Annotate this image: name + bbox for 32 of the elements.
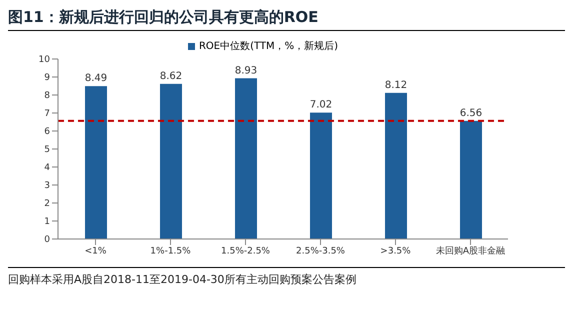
data-label: 6.56: [460, 108, 482, 119]
x-tick-label: 1%-1.5%: [150, 246, 192, 256]
x-tick-label: 未回购A股非金融: [436, 245, 506, 256]
data-label: 8.62: [160, 70, 182, 82]
y-tick-label: 5: [44, 145, 50, 156]
data-label: 8.93: [234, 65, 258, 76]
y-tick-label: 0: [44, 235, 50, 246]
chart-title: 图11：新规后进行回归的公司具有更高的ROE: [8, 8, 565, 31]
legend-label: ROE中位数(TTM，%，新规后): [198, 41, 338, 52]
text: 回购样本采用A股自2018-11至2019-04-30所有主动回购预案公告案例: [8, 272, 358, 287]
bar: [85, 86, 107, 239]
x-tick-label: 1.5%-2.5%: [221, 246, 270, 256]
x-tick-label: <1%: [84, 246, 107, 256]
data-label: 8.12: [384, 80, 408, 91]
bar: [160, 84, 182, 239]
bar: [235, 78, 257, 239]
x-tick-label: >3.5%: [380, 246, 412, 256]
y-tick-label: 9: [44, 73, 50, 84]
y-tick-label: 7: [44, 109, 50, 120]
y-tick-label: 4: [44, 163, 50, 174]
y-tick-label: 8: [44, 91, 50, 102]
data-label: 8.49: [84, 73, 108, 84]
y-tick-label: 1: [44, 217, 50, 228]
y-tick-label: 3: [44, 181, 50, 192]
bar: [385, 92, 407, 239]
bar: [460, 120, 482, 239]
x-tick-label: 2.5%-3.5%: [296, 246, 346, 256]
y-tick-label: 2: [44, 199, 50, 210]
data-label: 7.02: [310, 100, 332, 111]
bar: [310, 112, 332, 239]
y-tick-label: 6: [44, 127, 50, 138]
y-tick-label: 10: [38, 55, 50, 66]
